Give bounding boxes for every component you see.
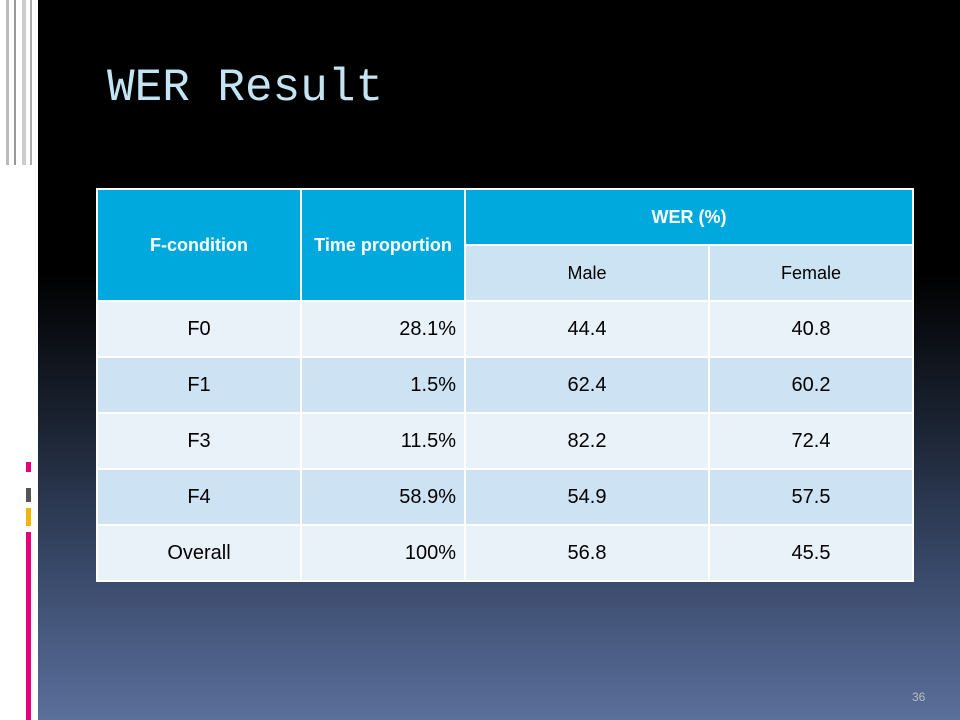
table-row: F3 11.5% 82.2 72.4: [96, 412, 914, 470]
header-cell: F-condition: [96, 188, 302, 302]
table-cell: F3: [96, 412, 302, 470]
table-cell: 62.4: [464, 356, 710, 414]
table-cell: 54.9: [464, 468, 710, 526]
table-body: F-condition Time proportion WER (%) Male…: [96, 188, 914, 582]
table-cell: 44.4: [464, 300, 710, 358]
table-cell: Overall: [96, 524, 302, 582]
decoration: [6, 0, 32, 720]
table-row: F1 1.5% 62.4 60.2: [96, 356, 914, 414]
subheader-row: Male Female: [97, 244, 914, 302]
table-row: F4 58.9% 54.9 57.5: [96, 468, 914, 526]
table-row: F0 28.1% 44.4 40.8: [96, 300, 914, 358]
table-cell: 56.8: [464, 524, 710, 582]
table-cell: 57.5: [708, 468, 914, 526]
table-row: Overall 100% 56.8 45.5: [96, 524, 914, 582]
subheader-cell: Female: [708, 244, 914, 302]
subheader-cell: Male: [464, 244, 710, 302]
header-row: F-condition Time proportion WER (%): [96, 188, 914, 302]
table-cell: F0: [96, 300, 302, 358]
header-cell: Time proportion: [300, 188, 466, 302]
table-cell: 11.5%: [300, 412, 466, 470]
slide-title: WER Result: [107, 62, 384, 114]
table-cell: 45.5: [708, 524, 914, 582]
table-cell: 100%: [300, 524, 466, 582]
table-cell: 1.5%: [300, 356, 466, 414]
table-cell: F4: [96, 468, 302, 526]
table-cell: 82.2: [464, 412, 710, 470]
table-cell: 28.1%: [300, 300, 466, 358]
table-cell: 58.9%: [300, 468, 466, 526]
table-cell: 60.2: [708, 356, 914, 414]
table-cell: F1: [96, 356, 302, 414]
table-cell: 40.8: [708, 300, 914, 358]
table-cell: 72.4: [708, 412, 914, 470]
page-number: 36: [912, 690, 926, 704]
header-cell: WER (%): [464, 188, 914, 246]
table: F-condition Time proportion WER (%) Male…: [96, 188, 914, 582]
